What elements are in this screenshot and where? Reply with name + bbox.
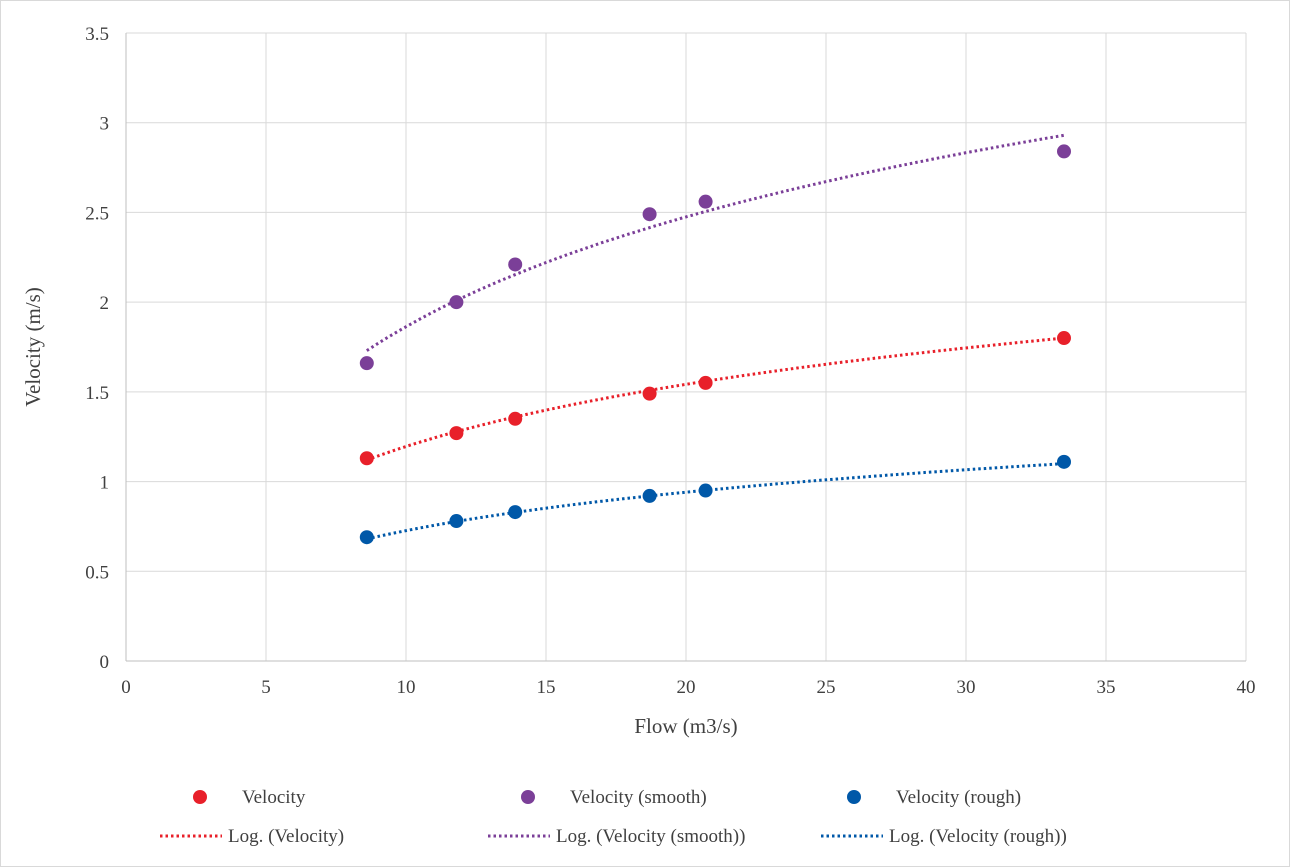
- y-axis-title: Velocity (m/s): [21, 287, 45, 407]
- trendlines: [365, 133, 1065, 541]
- legend-label: Velocity (rough): [896, 787, 1021, 808]
- legend-marker: [193, 790, 207, 804]
- data-point: [698, 375, 713, 390]
- legend-trend-label: Log. (Velocity): [228, 826, 344, 847]
- x-tick-label: 40: [1237, 677, 1256, 698]
- data-point: [359, 451, 374, 466]
- axes: 0 5 10 15 20 25 30 35 40 0 0.5 1 1.5 2 2.5 3 3.5: [85, 24, 1255, 698]
- legend: Velocity Velocity (smooth) Velocity (rough…: [160, 787, 1067, 847]
- x-axis-title: Flow (m3/s): [634, 714, 737, 738]
- y-tick-label: 3.5: [85, 24, 109, 45]
- trendline: [366, 462, 1065, 541]
- x-tick-label: 20: [677, 677, 696, 698]
- data-point: [642, 488, 657, 503]
- x-tick-label: 25: [817, 677, 836, 698]
- x-tick-label: 0: [121, 677, 131, 698]
- data-point: [1057, 331, 1071, 346]
- data-point: [359, 530, 374, 545]
- data-point: [449, 295, 464, 310]
- data-point: [642, 207, 657, 222]
- data-point: [449, 426, 464, 441]
- legend-trend-label: Log. (Velocity (rough)): [889, 826, 1067, 847]
- x-tick-label: 35: [1097, 677, 1116, 698]
- data-point: [698, 483, 713, 498]
- y-tick-label: 1: [100, 473, 110, 494]
- legend-marker: [847, 790, 861, 804]
- data-point: [359, 356, 374, 371]
- data-point: [508, 411, 523, 426]
- data-points: [359, 144, 1071, 545]
- data-point: [1057, 454, 1071, 469]
- y-tick-label: 1.5: [85, 383, 109, 404]
- y-tick-label: 2: [100, 293, 110, 314]
- trendline: [366, 336, 1065, 462]
- x-tick-label: 10: [397, 677, 416, 698]
- legend-trend-label: Log. (Velocity (smooth)): [556, 826, 745, 847]
- data-point: [508, 505, 523, 520]
- trendline: [365, 133, 1065, 352]
- data-point: [508, 257, 523, 272]
- y-tick-label: 3: [100, 114, 110, 135]
- y-tick-label: 2.5: [85, 203, 109, 224]
- legend-marker: [521, 790, 535, 804]
- data-point: [449, 514, 464, 529]
- legend-label: Velocity (smooth): [570, 787, 707, 808]
- y-tick-label: 0.5: [85, 562, 109, 583]
- x-tick-label: 5: [261, 677, 271, 698]
- data-point: [642, 386, 657, 401]
- x-tick-label: 30: [957, 677, 976, 698]
- data-point: [698, 194, 713, 209]
- y-tick-label: 0: [100, 652, 110, 673]
- data-point: [1057, 144, 1071, 159]
- gridlines: [126, 32, 1247, 661]
- legend-label: Velocity: [242, 787, 306, 808]
- x-tick-label: 15: [537, 677, 556, 698]
